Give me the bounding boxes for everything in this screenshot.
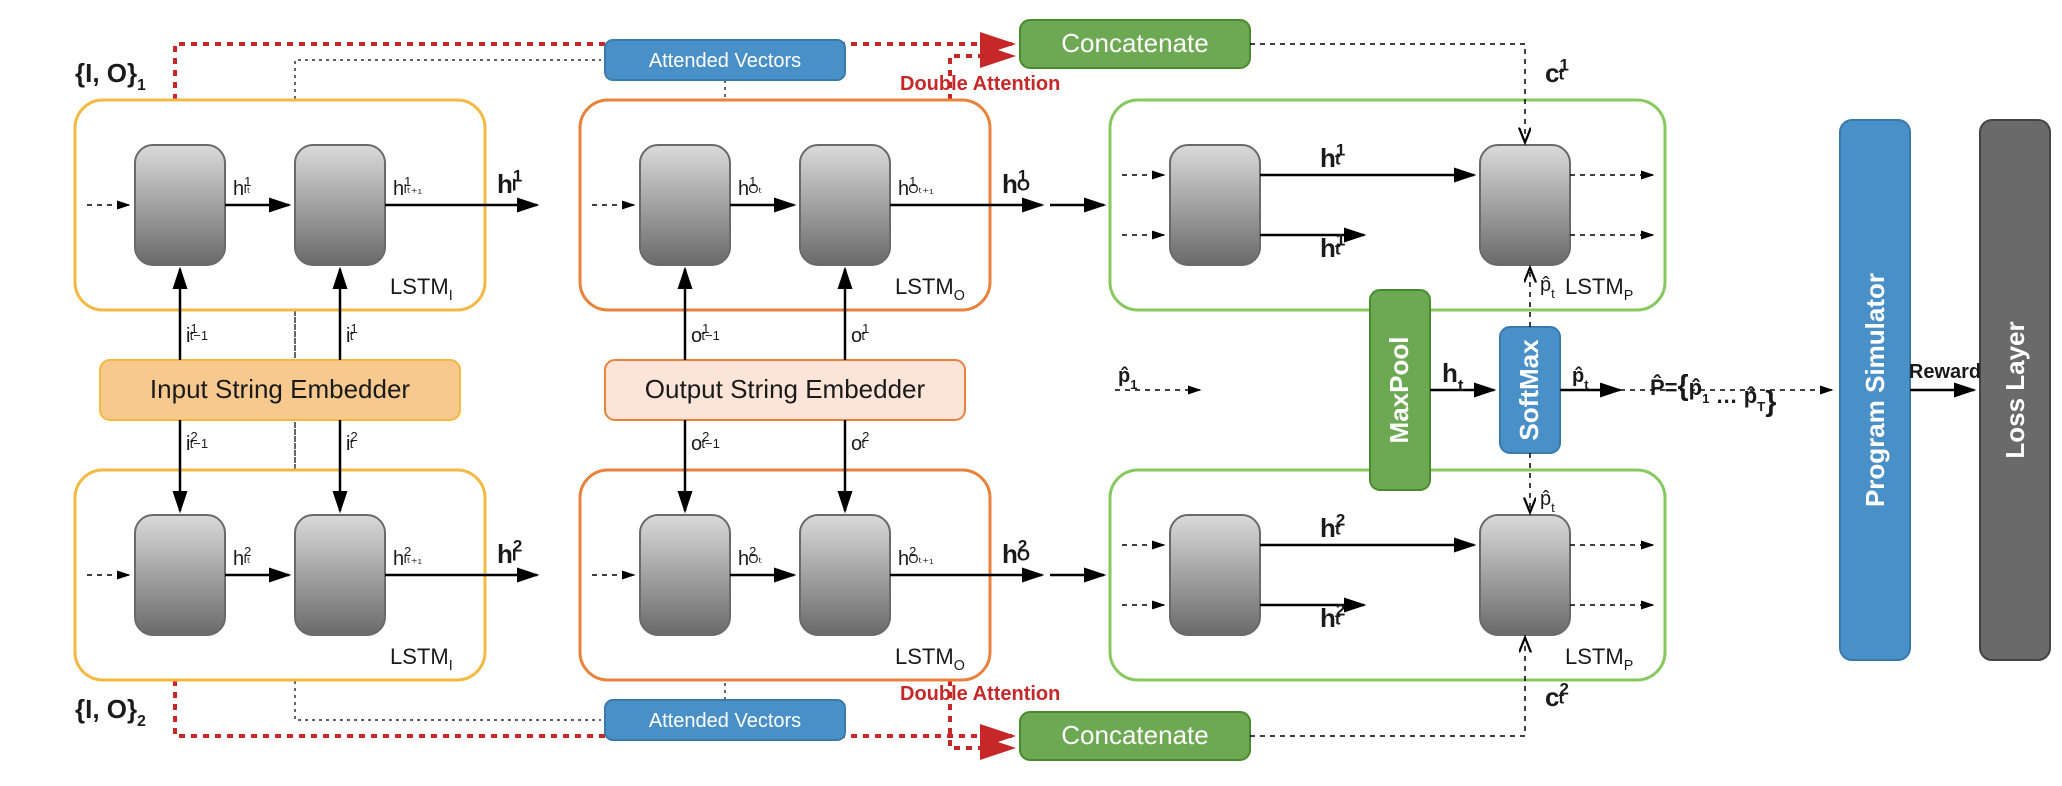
svg-text:i2t: i2t (346, 429, 358, 455)
svg-text:p̂t: p̂t (1572, 365, 1589, 392)
svg-text:Output String Embedder: Output String Embedder (645, 374, 926, 404)
svg-text:MaxPool: MaxPool (1384, 337, 1414, 444)
svg-text:SoftMax: SoftMax (1514, 339, 1544, 441)
svg-text:Loss Layer: Loss Layer (2000, 321, 2030, 458)
svg-text:p̂1: p̂1 (1118, 365, 1137, 392)
svg-text:o1t−1: o1t−1 (691, 321, 720, 347)
svg-text:Double Attention: Double Attention (900, 73, 1060, 95)
svg-text:i2t−1: i2t−1 (186, 429, 208, 455)
svg-text:h1O: h1O (1002, 166, 1030, 199)
svg-text:Attended Vectors: Attended Vectors (649, 50, 801, 72)
svg-text:i1t−1: i1t−1 (186, 321, 208, 347)
svg-text:Reward: Reward (1909, 361, 1981, 383)
svg-text:i1t: i1t (346, 321, 358, 347)
svg-text:Concatenate: Concatenate (1061, 720, 1208, 750)
svg-text:h2I: h2I (497, 536, 522, 569)
svg-text:Program Simulator: Program Simulator (1860, 273, 1890, 507)
svg-text:h1I: h1I (497, 166, 522, 199)
architecture-diagram: LSTMILSTMILSTMOLSTMOLSTMPLSTMPInput Stri… (0, 0, 2062, 786)
svg-text:o2t: o2t (851, 429, 869, 455)
svg-text:Concatenate: Concatenate (1061, 28, 1208, 58)
svg-text:P̂={p̂1 … p̂T}: P̂={p̂1 … p̂T} (1650, 370, 1776, 418)
svg-text:{I, O}2: {I, O}2 (75, 694, 146, 730)
svg-text:{I, O}1: {I, O}1 (75, 58, 146, 94)
svg-text:c1t: c1t (1545, 55, 1569, 88)
svg-text:Attended Vectors: Attended Vectors (649, 710, 801, 732)
svg-text:o1t: o1t (851, 321, 869, 347)
svg-text:h2O: h2O (1002, 536, 1030, 569)
svg-text:Double Attention: Double Attention (900, 683, 1060, 705)
svg-text:o2t−1: o2t−1 (691, 429, 720, 455)
svg-text:c2t: c2t (1545, 679, 1569, 712)
svg-text:Input String Embedder: Input String Embedder (150, 374, 410, 404)
